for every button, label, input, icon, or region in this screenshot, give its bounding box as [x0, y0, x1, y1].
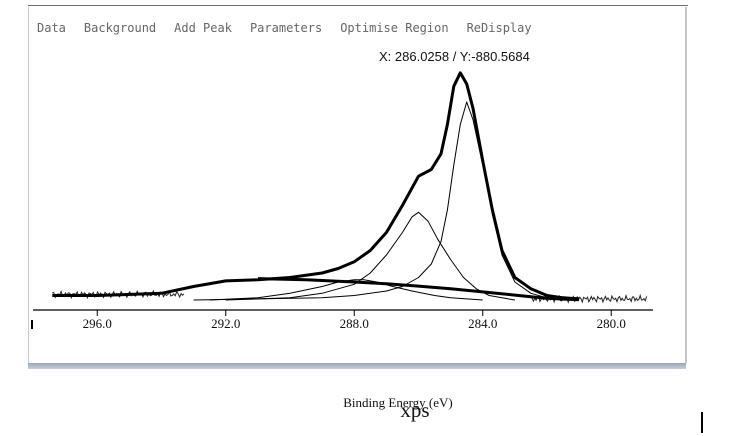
x-tick-label: 280.0	[596, 316, 626, 331]
series-line-bold	[257, 277, 580, 302]
x-tick-label: 288.0	[339, 316, 369, 331]
x-tick-label: 292.0	[211, 316, 241, 331]
menu-item-parameters[interactable]: Parameters	[249, 21, 323, 35]
app-window: Data Background Add Peak Parameters Opti…	[28, 5, 688, 372]
series-line-thin	[209, 279, 483, 301]
x-axis-label: Binding Energy (eV)	[343, 395, 453, 410]
menu-bar: Data Background Add Peak Parameters Opti…	[37, 21, 550, 39]
menu-item-add-peak[interactable]: Add Peak	[174, 21, 232, 35]
text-cursor	[701, 412, 703, 433]
series-line-thin	[225, 211, 515, 301]
window-bottom-bar	[28, 363, 686, 369]
menu-item-redisplay[interactable]: ReDisplay	[466, 21, 532, 35]
edge-marker	[31, 320, 33, 329]
spectrum-chart[interactable]	[28, 60, 708, 360]
series-line-thin	[193, 101, 548, 301]
x-tick-label: 284.0	[468, 316, 498, 331]
raw-data-noise	[530, 293, 648, 304]
menu-item-optimise-region[interactable]: Optimise Region	[340, 21, 449, 35]
menu-item-data[interactable]: Data	[37, 21, 66, 35]
caption-text: xps	[400, 398, 430, 422]
cursor-coordinate-readout: X: 286.0258 / Y:-880.5684	[379, 49, 530, 64]
menu-item-background[interactable]: Background	[83, 21, 157, 35]
x-tick-label: 296.0	[82, 316, 112, 331]
series-line-bold	[52, 71, 580, 301]
spectrum-plot[interactable]: Binding Energy (eV) 296.0 292.0 288.0 284.0…	[28, 60, 708, 410]
app-panel: Data Background Add Peak Parameters Opti…	[28, 7, 687, 363]
